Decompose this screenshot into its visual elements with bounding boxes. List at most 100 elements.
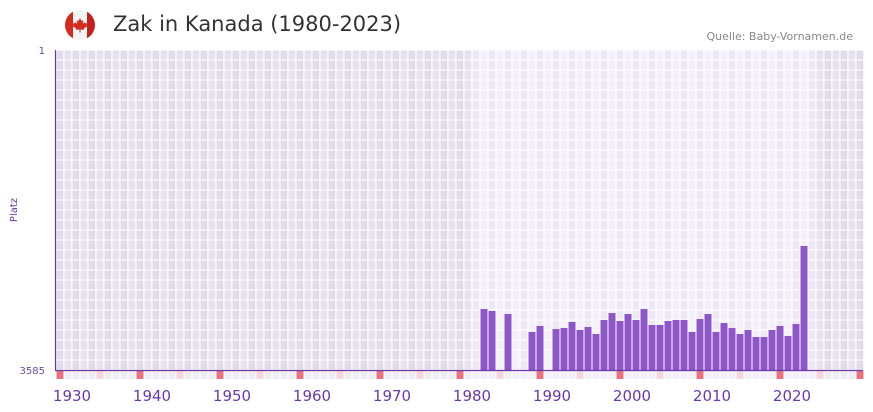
grid-cell <box>456 170 464 180</box>
grid-cell <box>496 150 504 160</box>
grid-cell <box>56 60 64 70</box>
grid-cell <box>824 130 832 140</box>
grid-cell <box>592 270 600 280</box>
grid-cell <box>168 170 176 180</box>
grid-cell <box>208 320 216 330</box>
grid-cell <box>120 70 128 80</box>
grid-cell <box>680 270 688 280</box>
grid-cell <box>296 330 304 340</box>
grid-cell <box>168 80 176 90</box>
grid-cell <box>792 90 800 100</box>
grid-cell <box>128 350 136 360</box>
grid-cell <box>768 190 776 200</box>
grid-cell <box>208 340 216 350</box>
grid-cell <box>328 240 336 250</box>
grid-cell <box>840 300 848 310</box>
grid-cell <box>272 240 280 250</box>
bar-2000 <box>632 320 640 370</box>
grid-cell <box>504 280 512 290</box>
grid-cell <box>808 100 816 110</box>
grid-cell <box>776 90 784 100</box>
grid-cell <box>200 70 208 80</box>
grid-cell <box>560 170 568 180</box>
grid-cell <box>760 290 768 300</box>
grid-cell <box>408 240 416 250</box>
year-marker <box>736 371 744 379</box>
grid-cell <box>712 280 720 290</box>
grid-cell <box>680 180 688 190</box>
grid-cell <box>88 60 96 70</box>
grid-cell <box>728 190 736 200</box>
grid-cell <box>216 70 224 80</box>
grid-cell <box>704 210 712 220</box>
grid-cell <box>704 240 712 250</box>
grid-cell <box>672 230 680 240</box>
grid-cell <box>712 60 720 70</box>
year-marker <box>80 371 88 379</box>
grid-cell <box>432 190 440 200</box>
grid-cell <box>728 220 736 230</box>
grid-cell <box>784 150 792 160</box>
grid-cell <box>544 70 552 80</box>
grid-cell <box>584 170 592 180</box>
grid-cell <box>752 190 760 200</box>
grid-cell <box>520 360 528 370</box>
grid-cell <box>64 170 72 180</box>
grid-cell <box>152 230 160 240</box>
grid-cell <box>544 110 552 120</box>
grid-cell <box>680 240 688 250</box>
grid-cell <box>184 350 192 360</box>
grid-cell <box>336 130 344 140</box>
grid-cell <box>304 180 312 190</box>
grid-cell <box>376 140 384 150</box>
grid-cell <box>56 100 64 110</box>
grid-cell <box>432 60 440 70</box>
grid-cell <box>72 90 80 100</box>
grid-cell <box>552 160 560 170</box>
grid-cell <box>440 190 448 200</box>
grid-cell <box>584 150 592 160</box>
grid-cell <box>472 310 480 320</box>
grid-cell <box>784 310 792 320</box>
grid-cell <box>664 110 672 120</box>
grid-cell <box>376 300 384 310</box>
grid-cell <box>328 120 336 130</box>
grid-cell <box>608 120 616 130</box>
grid-cell <box>792 110 800 120</box>
grid-cell <box>416 340 424 350</box>
grid-cell <box>248 320 256 330</box>
grid-cell <box>616 150 624 160</box>
grid-cell <box>488 290 496 300</box>
grid-cell <box>232 160 240 170</box>
grid-cell <box>480 150 488 160</box>
grid-cell <box>176 240 184 250</box>
grid-cell <box>304 70 312 80</box>
grid-cell <box>536 140 544 150</box>
grid-cell <box>216 110 224 120</box>
grid-cell <box>392 150 400 160</box>
grid-cell <box>408 100 416 110</box>
year-marker <box>288 371 296 379</box>
grid-cell <box>88 290 96 300</box>
grid-cell <box>176 300 184 310</box>
grid-cell <box>512 70 520 80</box>
grid-cell <box>280 230 288 240</box>
grid-cell <box>368 80 376 90</box>
grid-cell <box>752 70 760 80</box>
grid-cell <box>224 90 232 100</box>
grid-cell <box>728 60 736 70</box>
grid-cell <box>392 180 400 190</box>
grid-cell <box>448 340 456 350</box>
grid-cell <box>784 210 792 220</box>
grid-cell <box>488 170 496 180</box>
grid-cell <box>592 100 600 110</box>
grid-cell <box>312 190 320 200</box>
grid-cell <box>784 50 792 60</box>
grid-cell <box>240 320 248 330</box>
grid-cell <box>592 150 600 160</box>
grid-cell <box>496 240 504 250</box>
grid-cell <box>344 330 352 340</box>
grid-cell <box>200 60 208 70</box>
grid-cell <box>264 260 272 270</box>
grid-cell <box>832 110 840 120</box>
